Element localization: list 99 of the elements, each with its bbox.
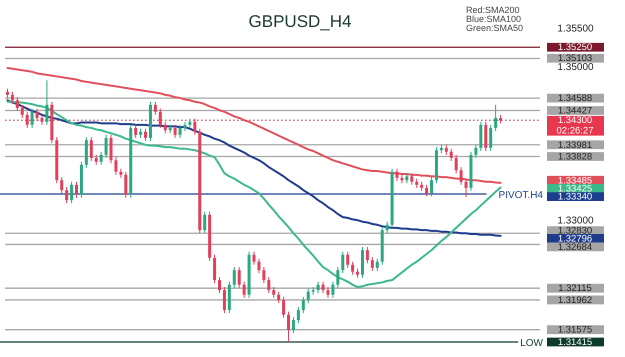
candlestick: [100, 151, 103, 166]
y-tick-label: 1.35500: [557, 24, 594, 34]
chart-title: GBPUSD_H4: [248, 12, 352, 31]
candlestick: [119, 168, 122, 178]
candlestick: [139, 128, 142, 138]
candlestick: [282, 296, 286, 318]
candlestick: [331, 281, 334, 298]
candlestick: [296, 306, 300, 324]
candlestick: [444, 144, 448, 156]
candlestick: [351, 261, 354, 276]
candlestick: [336, 266, 340, 288]
candlestick: [154, 101, 157, 116]
candlestick: [238, 266, 241, 288]
candlestick: [188, 118, 192, 128]
candlestick: [60, 176, 64, 194]
candlestick: [494, 104, 498, 132]
ref-line-label: PIVOT.H4: [498, 190, 544, 202]
candlestick: [322, 281, 325, 294]
candlestick: [302, 296, 305, 314]
y-tick-label: 1.31415: [558, 337, 592, 348]
candlestick: [104, 134, 108, 158]
text: Red:SMA200: [466, 5, 520, 15]
candlestick: [70, 181, 74, 204]
y-tick-label: 1.34300: [558, 115, 592, 126]
y-tick-label: 1.32115: [558, 283, 592, 294]
y-tick-label: 1.32796: [558, 233, 592, 244]
candlestick: [213, 254, 216, 284]
candlestick: [267, 276, 270, 294]
candlestick: [370, 256, 374, 272]
candlestick: [460, 166, 463, 186]
candlestick: [405, 172, 408, 184]
candlestick: [454, 154, 458, 174]
y-tick-label: 1.33828: [558, 152, 592, 163]
y-tick-label: 1.33981: [558, 140, 592, 151]
y-tick-label: 1.33425: [558, 183, 592, 194]
y-tick-label: 1.35103: [558, 53, 592, 64]
candlestick: [292, 316, 295, 334]
candlestick: [203, 211, 206, 234]
candlestick: [178, 124, 182, 138]
text: 02:26:27: [556, 126, 594, 137]
candlestick: [222, 286, 226, 314]
candlestick: [134, 124, 138, 138]
candlestick: [90, 136, 93, 162]
candlestick: [287, 311, 290, 342]
candlestick: [232, 266, 236, 288]
candlestick: [410, 172, 414, 186]
y-tick-label: 1.33340: [558, 192, 592, 203]
candlestick: [346, 251, 350, 268]
candlestick: [326, 286, 330, 298]
candlestick: [144, 128, 148, 142]
candlestick: [474, 144, 478, 158]
y-tick-label: 1.34588: [558, 93, 592, 104]
candlestick: [341, 251, 344, 274]
candlestick: [10, 91, 14, 104]
candlestick: [45, 80, 48, 126]
y-tick-label: 1.31575: [558, 324, 592, 336]
candlestick: [183, 121, 186, 132]
y-tick-label: 1.34427: [558, 105, 592, 116]
candlestick: [277, 291, 280, 304]
candlestick: [306, 288, 310, 304]
candlestick: [272, 286, 276, 298]
candlestick: [242, 281, 246, 298]
text: Blue:SMA100: [466, 14, 522, 24]
candlestick: [218, 276, 221, 294]
y-tick-label: 1.35250: [558, 42, 592, 54]
y-tick-label: 1.35000: [557, 62, 594, 73]
candlestick: [425, 184, 428, 197]
candlestick: [75, 181, 78, 198]
candlestick: [124, 171, 128, 198]
y-tick-label: 1.33000: [557, 216, 594, 227]
candlestick: [479, 121, 482, 152]
candlestick: [257, 258, 260, 274]
candlestick: [316, 281, 320, 294]
candlestick: [174, 124, 177, 138]
candlestick: [356, 268, 360, 278]
candlestick: [450, 148, 453, 162]
candlestick: [420, 181, 424, 192]
candlestick: [430, 176, 434, 197]
candlestick: [114, 156, 118, 176]
ref-line-label: LOW: [520, 338, 544, 349]
candlestick: [110, 134, 113, 164]
annotation: Green:SMA50: [466, 23, 524, 33]
candlestick: [386, 221, 389, 234]
y-tick-label: 1.31962: [558, 294, 592, 306]
y-tick-label: 1.32684: [558, 242, 592, 253]
candlestick: [6, 88, 9, 98]
candlestick: [94, 154, 98, 166]
candlestick: [415, 178, 418, 188]
line-series: [6, 66, 502, 184]
candlestick: [376, 258, 379, 272]
candlestick: [262, 266, 266, 284]
candlestick: [16, 96, 19, 112]
candlestick: [252, 251, 256, 266]
candlestick: [396, 168, 399, 182]
candlestick: [489, 124, 492, 152]
candlestick: [65, 186, 68, 204]
candlestick: [464, 178, 468, 198]
candlestick: [30, 108, 34, 128]
candlestick: [366, 246, 369, 264]
